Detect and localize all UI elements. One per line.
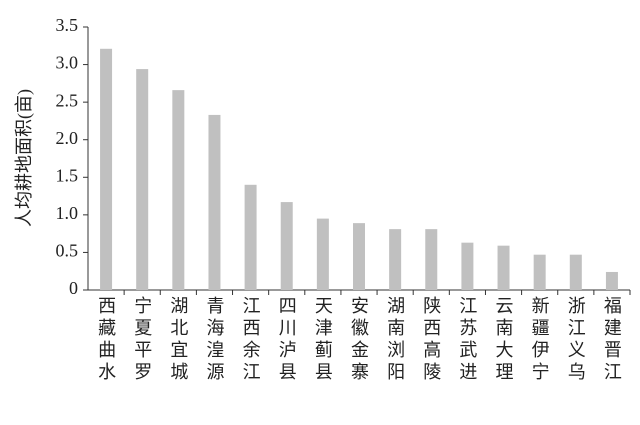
- bar: [172, 90, 185, 291]
- bar: [100, 48, 113, 290]
- x-tick-label: 天津蓟县: [313, 296, 333, 384]
- x-tick-label: 四川泸县: [277, 296, 297, 384]
- x-tick-label: 江西余江: [241, 296, 261, 384]
- bar: [533, 254, 546, 290]
- bar: [461, 242, 474, 290]
- bar: [353, 223, 365, 290]
- y-tick-label: 1.0: [56, 203, 79, 223]
- x-tick-label: 新疆伊宁: [530, 296, 550, 384]
- x-tick-label: 云南大理: [494, 296, 514, 384]
- x-tick-label: 宁夏平罗: [132, 296, 152, 384]
- bar: [605, 271, 618, 290]
- x-tick-label: 江苏武进: [457, 296, 477, 384]
- x-tick-label: 西藏曲水: [96, 296, 116, 384]
- y-tick-label: 0.5: [56, 241, 79, 261]
- x-tick-label: 安徽金寨: [349, 296, 369, 384]
- x-tick-label: 陕西高陵: [421, 296, 441, 384]
- bar: [244, 184, 257, 290]
- bar: [136, 69, 149, 290]
- x-tick-label: 湖北宜城: [168, 296, 188, 384]
- y-tick-label: 3.0: [56, 53, 79, 73]
- bar: [316, 218, 329, 290]
- y-tick-label: 3.5: [56, 15, 79, 35]
- y-tick-label: 2.0: [56, 128, 79, 148]
- x-tick-label: 湖南浏阳: [385, 296, 405, 384]
- bar: [425, 229, 438, 290]
- bar: [280, 202, 293, 290]
- y-tick-label: 0: [69, 278, 78, 298]
- x-tick-label: 青海湟源: [204, 296, 224, 384]
- y-axis-label: 人均耕地面积(亩): [14, 89, 35, 227]
- y-tick-label: 1.5: [56, 165, 79, 185]
- bar: [208, 114, 221, 290]
- x-tick-label: 福建晋江: [602, 296, 622, 384]
- x-tick-label: 浙江义乌: [566, 296, 586, 384]
- bar: [389, 229, 402, 290]
- y-tick-label: 2.5: [56, 90, 79, 110]
- bar: [569, 254, 582, 290]
- bar: [497, 245, 510, 290]
